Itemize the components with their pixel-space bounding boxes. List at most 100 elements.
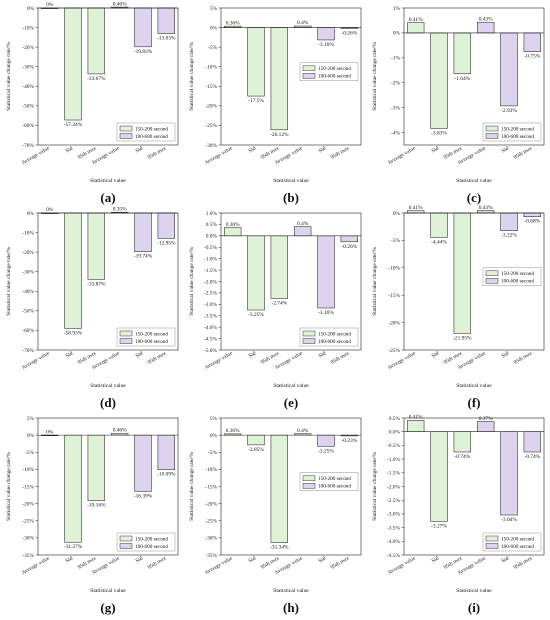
y-tick-label: 0% xyxy=(27,211,35,217)
y-tick-label: -20% xyxy=(388,320,400,326)
bar-series1-2 xyxy=(453,212,472,334)
data-label: 0.41% xyxy=(409,17,423,23)
legend: 150-200 second 100-600 second xyxy=(116,122,176,142)
x-tick-label: 95th max xyxy=(147,145,168,160)
data-label: -1.64% xyxy=(454,76,470,82)
bar-series2-5 xyxy=(157,7,176,34)
y-tick-label: 1% xyxy=(393,6,401,12)
data-label: -0.74% xyxy=(454,454,470,460)
panel-label: (a) xyxy=(100,190,116,205)
x-tick-label: Std xyxy=(248,555,257,564)
data-label: 0.41% xyxy=(409,415,423,421)
bar-series2-4 xyxy=(317,235,335,309)
legend-label: 150-200 second xyxy=(135,536,168,542)
x-axis-title: Statistical value xyxy=(456,588,492,594)
data-label: 0% xyxy=(46,2,54,8)
data-label: 0.41% xyxy=(409,205,423,211)
y-tick-label: -30% xyxy=(22,536,34,542)
legend-swatch xyxy=(485,535,499,542)
data-label: -0.74% xyxy=(524,454,540,460)
legend: 150-200 second 100-600 second xyxy=(482,122,542,142)
x-tick-label: Std xyxy=(431,145,440,154)
y-tick-label: -1.0% xyxy=(387,457,401,463)
data-label: 0.37% xyxy=(479,416,493,422)
plot-frame xyxy=(220,212,362,351)
bar-series2-4 xyxy=(500,431,518,516)
bar-chart: 0% -10% -20% -30% -40% -50% -60% -70% 0% -57.24% -… xyxy=(6,1,179,184)
y-axis-title: Statistical value change rate/% xyxy=(6,42,12,111)
legend: 150-200 second 100-600 second xyxy=(116,327,176,347)
data-label: -0.26% xyxy=(341,244,357,250)
legend-swatch xyxy=(485,133,499,139)
y-axis-title: Statistical value change rate/% xyxy=(6,452,12,521)
panel-label: (b) xyxy=(283,190,299,205)
data-label: 0.36% xyxy=(226,20,240,26)
data-label: 0.43% xyxy=(479,16,493,22)
x-tick-label: Std xyxy=(135,145,144,154)
data-label: -57.24% xyxy=(64,122,83,128)
panel-label: (e) xyxy=(283,395,299,410)
legend-label: 150-200 second xyxy=(501,271,534,277)
chart-panel-i: 0.5% 0.0% -0.5% -1.0% -1.5% -2.0% -2.5% -3.0% -3… xyxy=(366,412,549,617)
bar-series1-1 xyxy=(64,7,82,121)
x-tick-label: Std xyxy=(65,350,74,359)
y-tick-label: -3.0% xyxy=(387,512,401,518)
data-label: -3.16% xyxy=(318,310,334,316)
y-tick-label: -3.0% xyxy=(204,302,218,308)
y-tick-label: -25% xyxy=(22,519,34,525)
legend-label: 100-600 second xyxy=(135,339,168,345)
chart-panel-a: 0% -10% -20% -30% -40% -50% -60% -70% 0% -57.24% -… xyxy=(0,1,183,207)
y-tick-label: 5% xyxy=(210,6,218,12)
y-tick-label: -20% xyxy=(22,501,34,507)
data-label: -21.95% xyxy=(453,335,472,341)
x-axis-title: Statistical value xyxy=(90,178,126,184)
data-label: -3.83% xyxy=(431,130,447,136)
y-tick-label: -30% xyxy=(205,536,217,542)
bar-series1-1 xyxy=(64,434,82,543)
data-label: 0% xyxy=(46,429,54,435)
data-label: -3.25% xyxy=(318,448,334,454)
y-tick-label: -25% xyxy=(205,519,217,525)
y-tick-label: -50% xyxy=(22,104,34,110)
legend-label: 150-200 second xyxy=(135,331,168,337)
y-tick-label: -4.0% xyxy=(204,325,218,331)
data-label: -0.23% xyxy=(341,438,357,444)
x-axis-title: Statistical value xyxy=(456,178,492,184)
data-label: -13.03% xyxy=(157,36,176,42)
bar-series1-2 xyxy=(270,235,289,299)
y-tick-label: 0.5% xyxy=(206,222,218,228)
y-tick-label: -15% xyxy=(205,84,217,90)
data-label: -2.85% xyxy=(248,447,264,453)
data-label: -3.04% xyxy=(501,517,517,523)
y-axis-title: Statistical value change rate/% xyxy=(189,42,195,111)
bar-series1-2 xyxy=(453,431,472,453)
data-label: 0.4% xyxy=(297,221,309,227)
bar-series1-1 xyxy=(430,32,448,129)
chart-panel-c: 1% 0% -1% -2% -3% -4% 0.41% -3.83% -1.64% 0.43% -2… xyxy=(366,2,549,207)
legend-swatch xyxy=(119,133,133,139)
legend-swatch xyxy=(302,475,316,482)
y-tick-label: -4.5% xyxy=(204,336,218,342)
x-tick-label: Std xyxy=(318,555,327,564)
chart-panel-h: 5% 0% -5% -10% -15% -20% -25% -30% -35% 0.36% -2.8… xyxy=(183,412,366,617)
legend-swatch xyxy=(302,73,316,79)
y-tick-label: -3.5% xyxy=(387,525,401,531)
chart-panel-b: 5% 0% -5% -10% -15% -20% -25% -30% 0.36% -17.5% -2… xyxy=(183,2,366,207)
x-tick-label: 95th max xyxy=(147,555,168,570)
plot-frame xyxy=(37,417,179,556)
data-label: -58.93% xyxy=(64,330,83,336)
bar-chart: 1.0% 0.5% 0.0% -0.5% -1.0% -1.5% -2.0% -2.5% -3.… xyxy=(189,211,362,389)
x-axis-title: Statistical value xyxy=(90,383,126,389)
y-tick-label: -0.5% xyxy=(387,443,401,449)
bar-series2-4 xyxy=(500,212,518,231)
x-tick-label: Average value xyxy=(387,145,417,166)
y-tick-label: 1.0% xyxy=(206,211,218,217)
legend-swatch xyxy=(302,65,316,72)
legend-label: 100-600 second xyxy=(135,134,168,140)
legend-label: 100-600 second xyxy=(318,339,351,345)
legend-label: 100-600 second xyxy=(318,484,351,490)
chart-panel-d: 0% -10% -20% -30% -40% -50% -60% -70% 0% -58.93% -… xyxy=(0,207,183,412)
y-tick-label: -20% xyxy=(205,501,217,507)
legend-label: 100-600 second xyxy=(501,134,534,140)
y-tick-label: -1.5% xyxy=(204,268,218,274)
